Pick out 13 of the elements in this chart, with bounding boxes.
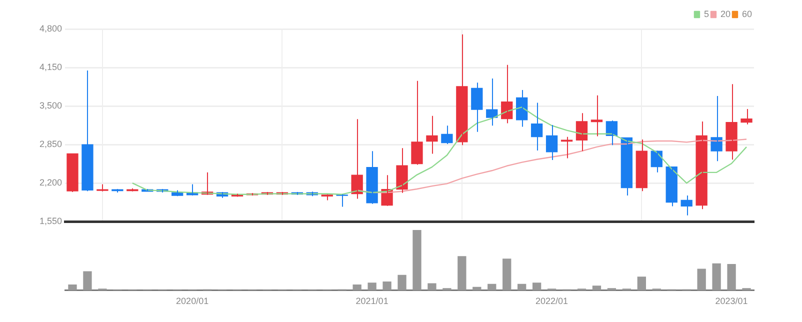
y-tick-label: 1,550 <box>39 216 62 226</box>
y-tick-label: 2,850 <box>39 139 62 150</box>
y-tick-label: 2,200 <box>39 178 62 188</box>
legend-label: 20 <box>720 8 730 19</box>
legend-label: 60 <box>742 8 752 19</box>
x-tick-label: 2021/01 <box>356 296 388 306</box>
y-tick-label: 4,800 <box>39 23 62 34</box>
x-tick-label: 2022/01 <box>536 296 568 306</box>
x-tick-label: 2020/01 <box>176 296 209 306</box>
legend-label: 5 <box>704 8 709 19</box>
y-tick-label: 4,150 <box>39 62 62 72</box>
x-tick-label: 2023/01 <box>715 296 748 306</box>
y-tick-label: 3,500 <box>39 100 62 111</box>
